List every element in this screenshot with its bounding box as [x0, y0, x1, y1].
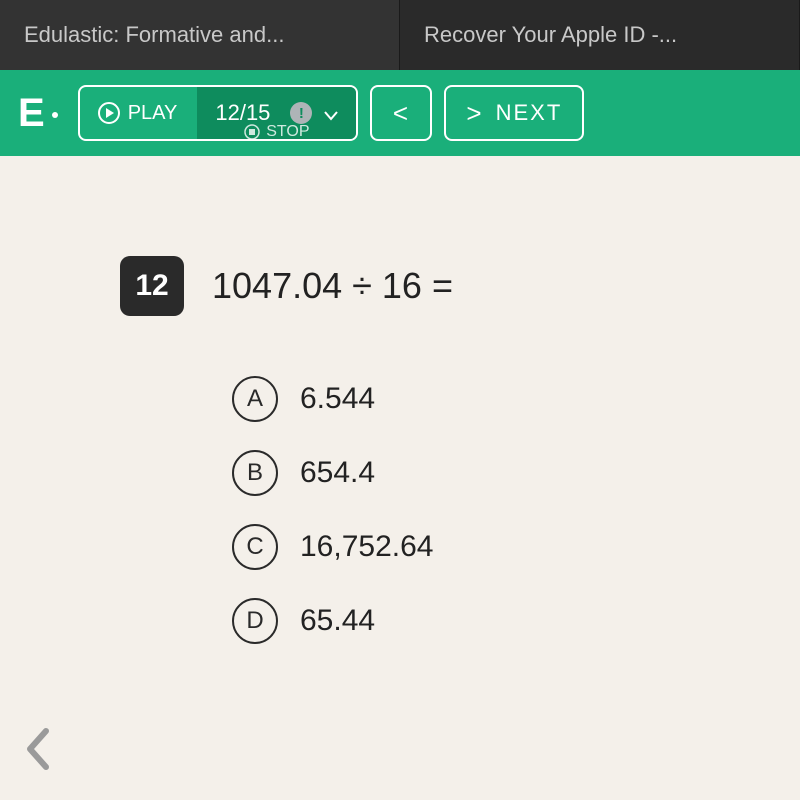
tab-label: Edulastic: Formative and... — [24, 22, 284, 48]
next-button[interactable]: > NEXT — [444, 85, 584, 141]
chevron-left-icon: < — [393, 98, 410, 129]
chevron-left-icon — [22, 727, 52, 771]
prev-button[interactable]: < — [370, 85, 432, 141]
question-content: 12 1047.04 ÷ 16 = A 6.544 B 654.4 C 16,7… — [0, 156, 800, 800]
option-text: 654.4 — [300, 456, 375, 490]
back-button[interactable] — [22, 727, 52, 782]
nav-group: < > NEXT — [370, 85, 584, 141]
tab-edulastic[interactable]: Edulastic: Formative and... — [0, 0, 400, 70]
logo: E — [18, 91, 58, 136]
option-letter: C — [232, 524, 278, 570]
option-letter: D — [232, 598, 278, 644]
option-b[interactable]: B 654.4 — [232, 450, 740, 496]
logo-text: E — [18, 91, 46, 135]
app-topbar: E PLAY 12/15 ! STOP < > NEXT — [0, 70, 800, 156]
question-counter-dropdown[interactable]: 12/15 ! STOP — [197, 87, 356, 139]
question-header: 12 1047.04 ÷ 16 = — [120, 256, 740, 316]
question-number-badge: 12 — [120, 256, 184, 316]
tab-apple-id[interactable]: Recover Your Apple ID -... — [400, 0, 800, 70]
option-text: 6.544 — [300, 382, 375, 416]
logo-dot-icon — [52, 112, 58, 118]
option-c[interactable]: C 16,752.64 — [232, 524, 740, 570]
option-d[interactable]: D 65.44 — [232, 598, 740, 644]
chevron-right-icon: > — [466, 98, 483, 129]
stop-label: STOP — [266, 123, 309, 141]
play-label: PLAY — [128, 102, 178, 125]
alert-icon: ! — [290, 102, 312, 124]
option-text: 16,752.64 — [300, 530, 433, 564]
option-letter: B — [232, 450, 278, 496]
stop-icon — [244, 124, 260, 140]
answer-options: A 6.544 B 654.4 C 16,752.64 D 65.44 — [232, 376, 740, 644]
playback-control-group: PLAY 12/15 ! STOP — [78, 85, 359, 141]
question-text: 1047.04 ÷ 16 = — [212, 265, 453, 307]
browser-tab-bar: Edulastic: Formative and... Recover Your… — [0, 0, 800, 70]
option-text: 65.44 — [300, 604, 375, 638]
next-label: NEXT — [496, 100, 563, 126]
question-number: 12 — [135, 269, 168, 303]
tab-label: Recover Your Apple ID -... — [424, 22, 677, 48]
option-a[interactable]: A 6.544 — [232, 376, 740, 422]
play-icon — [98, 102, 120, 124]
play-button[interactable]: PLAY — [80, 87, 198, 139]
option-letter: A — [232, 376, 278, 422]
